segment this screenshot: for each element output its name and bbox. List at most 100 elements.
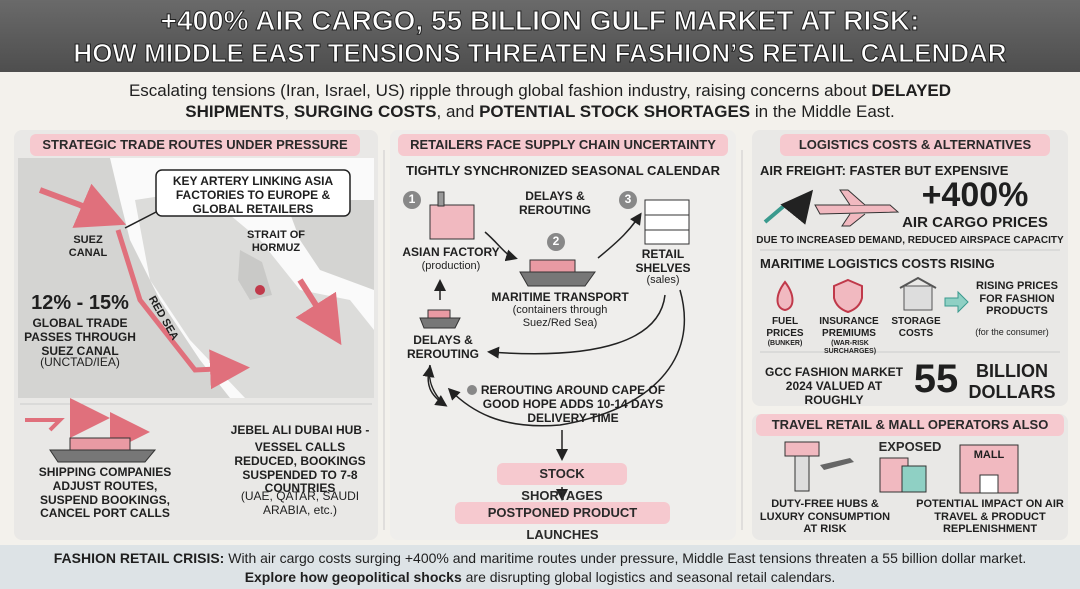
result-note: (for the consumer) (975, 327, 1049, 337)
stat-text: GLOBAL TRADE PASSES THROUGH SUEZ CANAL (24, 316, 136, 358)
intro-bold: SURGING COSTS (293, 102, 437, 121)
flow-diagram-shape (429, 204, 475, 240)
travel-item: DUTY-FREE HUBS & LUXURY CONSUMPTION AT R… (759, 498, 891, 536)
flow-diagram-shape (437, 191, 445, 207)
step-number: 3 (624, 192, 632, 206)
map-shape (295, 278, 342, 346)
gcc-text: GCC FASHION MARKET 2024 VALUED AT ROUGHL… (765, 365, 903, 407)
intro-text: in the Middle East. (750, 102, 895, 121)
intro: Escalating tensions (Iran, Israel, US) r… (90, 80, 990, 122)
header: +400% AIR CARGO, 55 BILLION GULF MARKET … (0, 0, 1080, 72)
cost-icons-shape (763, 189, 814, 225)
cost-icons-shape (776, 280, 794, 312)
intro-text: Escalating tensions (Iran, Israel, US) r… (128, 81, 872, 100)
ship-icon-shape (25, 418, 65, 432)
flow-diagram-shape (644, 199, 690, 245)
cost-icons-shape (899, 276, 937, 289)
flow-diagram-shape (403, 191, 421, 209)
map-shape (255, 285, 265, 295)
travel-icons-shape (794, 454, 810, 492)
map-shape (124, 209, 161, 229)
jebel-title: JEBEL ALI DUBAI HUB - (230, 423, 370, 437)
ship-icon (25, 398, 157, 463)
outcome: POSTPONED PRODUCT LAUNCHES (455, 502, 670, 542)
flow-diagram (403, 191, 690, 501)
panel-title: LOGISTICS COSTS & ALTERNATIVES (780, 134, 1050, 156)
delay-label: DELAYS & REROUTING (519, 189, 591, 217)
step-label: ASIAN FACTORY (402, 245, 500, 259)
cost-icons-shape (833, 278, 863, 314)
travel-icons-shape (784, 441, 820, 457)
flow-diagram-shape (529, 259, 576, 273)
flow-diagram-shape (619, 191, 637, 209)
title-line1: +400% AIR CARGO, 55 BILLION GULF MARKET … (160, 5, 920, 37)
mall-sign: MALL (973, 449, 1005, 461)
cost-icons-shape (839, 189, 866, 227)
intro-bold: POTENTIAL STOCK SHORTAGES (479, 102, 751, 121)
maritime-heading: MARITIME LOGISTICS COSTS RISING (760, 256, 995, 271)
air-stat: +400% (921, 176, 1029, 214)
cost-icons-shape (903, 285, 933, 311)
map-shape (155, 169, 351, 217)
flow-diagram-shape (422, 365, 441, 401)
cost-label: STORAGE COSTS (891, 316, 941, 339)
subtitle: TIGHTLY SYNCHRONIZED SEASONAL CALENDAR (406, 163, 720, 178)
panel-title: TRAVEL RETAIL & MALL OPERATORS ALSO EXPO… (756, 414, 1064, 454)
cape-text: REROUTING AROUND CAPE OF GOOD HOPE ADDS … (480, 383, 666, 425)
cost-icons-shape (814, 204, 900, 215)
step-note: (production) (421, 260, 481, 272)
shipping-text: SHIPPING COMPANIES ADJUST ROUTES, SUSPEN… (38, 465, 172, 521)
map-label: SUEZ CANAL (68, 234, 108, 259)
panel-title: RETAILERS FACE SUPPLY CHAIN UNCERTAINTY (398, 134, 728, 156)
result: RISING PRICES FOR FASHION PRODUCTS (976, 280, 1058, 318)
map-shape (18, 158, 230, 398)
flow-diagram-shape (519, 271, 596, 287)
flow-diagram-shape (547, 233, 565, 251)
stat-source: (UNCTAD/IEA) (40, 355, 120, 369)
step-note: (containers through Suez/Red Sea) (512, 304, 608, 329)
footer-bold: FASHION RETAIL CRISIS: (53, 550, 225, 566)
air-heading: AIR FREIGHT: FASTER BUT EXPENSIVE (760, 163, 1009, 178)
gcc-unit: BILLION DOLLARS (968, 361, 1056, 402)
panels-shape (752, 130, 1068, 406)
flow-diagram-shape (487, 294, 666, 359)
flow-diagram-shape (419, 317, 461, 329)
cost-note: (BUNKER) (767, 340, 803, 347)
jebel-text: VESSEL CALLS REDUCED, BOOKINGS SUSPENDED… (234, 440, 366, 496)
intro-text: , and (436, 102, 480, 121)
step-label: RETAIL SHELVES (635, 247, 691, 275)
delay-label: DELAYS & REROUTING (407, 333, 479, 361)
ship-icon-shape (69, 437, 131, 451)
map-label: STRAIT OF HORMUZ (246, 229, 306, 254)
gcc-value: 55 (913, 357, 959, 401)
outcome: STOCK SHORTAGES (497, 463, 627, 503)
map-shape (285, 200, 374, 290)
footer-bold: Explore how geopolitical shocks (244, 569, 462, 585)
flow-diagram-shape (597, 212, 642, 259)
flow-diagram-shape (467, 385, 477, 395)
flow-diagram-shape (427, 309, 451, 319)
cost-label: FUEL PRICES (766, 316, 804, 339)
travel-icons-shape (901, 465, 927, 493)
step-label: MARITIME TRANSPORT (491, 290, 629, 304)
intro-bold: DELAYED SHIPMENTS (185, 81, 952, 121)
flow-diagram-shape (484, 231, 518, 262)
map-shape (38, 183, 127, 228)
air-stat-label: AIR CARGO PRICES (902, 214, 1048, 231)
intro-text: , (284, 102, 294, 121)
map (18, 158, 374, 405)
stat: 12% - 15% (31, 292, 129, 314)
footer-text: are disrupting global logistics and seas… (461, 569, 836, 585)
air-note: DUE TO INCREASED DEMAND, REDUCED AIRSPAC… (756, 235, 1064, 246)
cost-note: (WAR-RISK SURCHARGES) (823, 340, 877, 356)
travel-icons-shape (979, 474, 999, 494)
flow-diagram-shape (447, 289, 686, 427)
footer-text: With air cargo costs surging +400% and m… (224, 550, 1027, 566)
travel-icons (784, 441, 1019, 494)
map-shape (115, 229, 250, 390)
step-number: 1 (408, 192, 416, 206)
title-line2: HOW MIDDLE EAST TENSIONS THREATEN FASHIO… (73, 38, 1007, 69)
cost-icons-shape (944, 290, 969, 314)
